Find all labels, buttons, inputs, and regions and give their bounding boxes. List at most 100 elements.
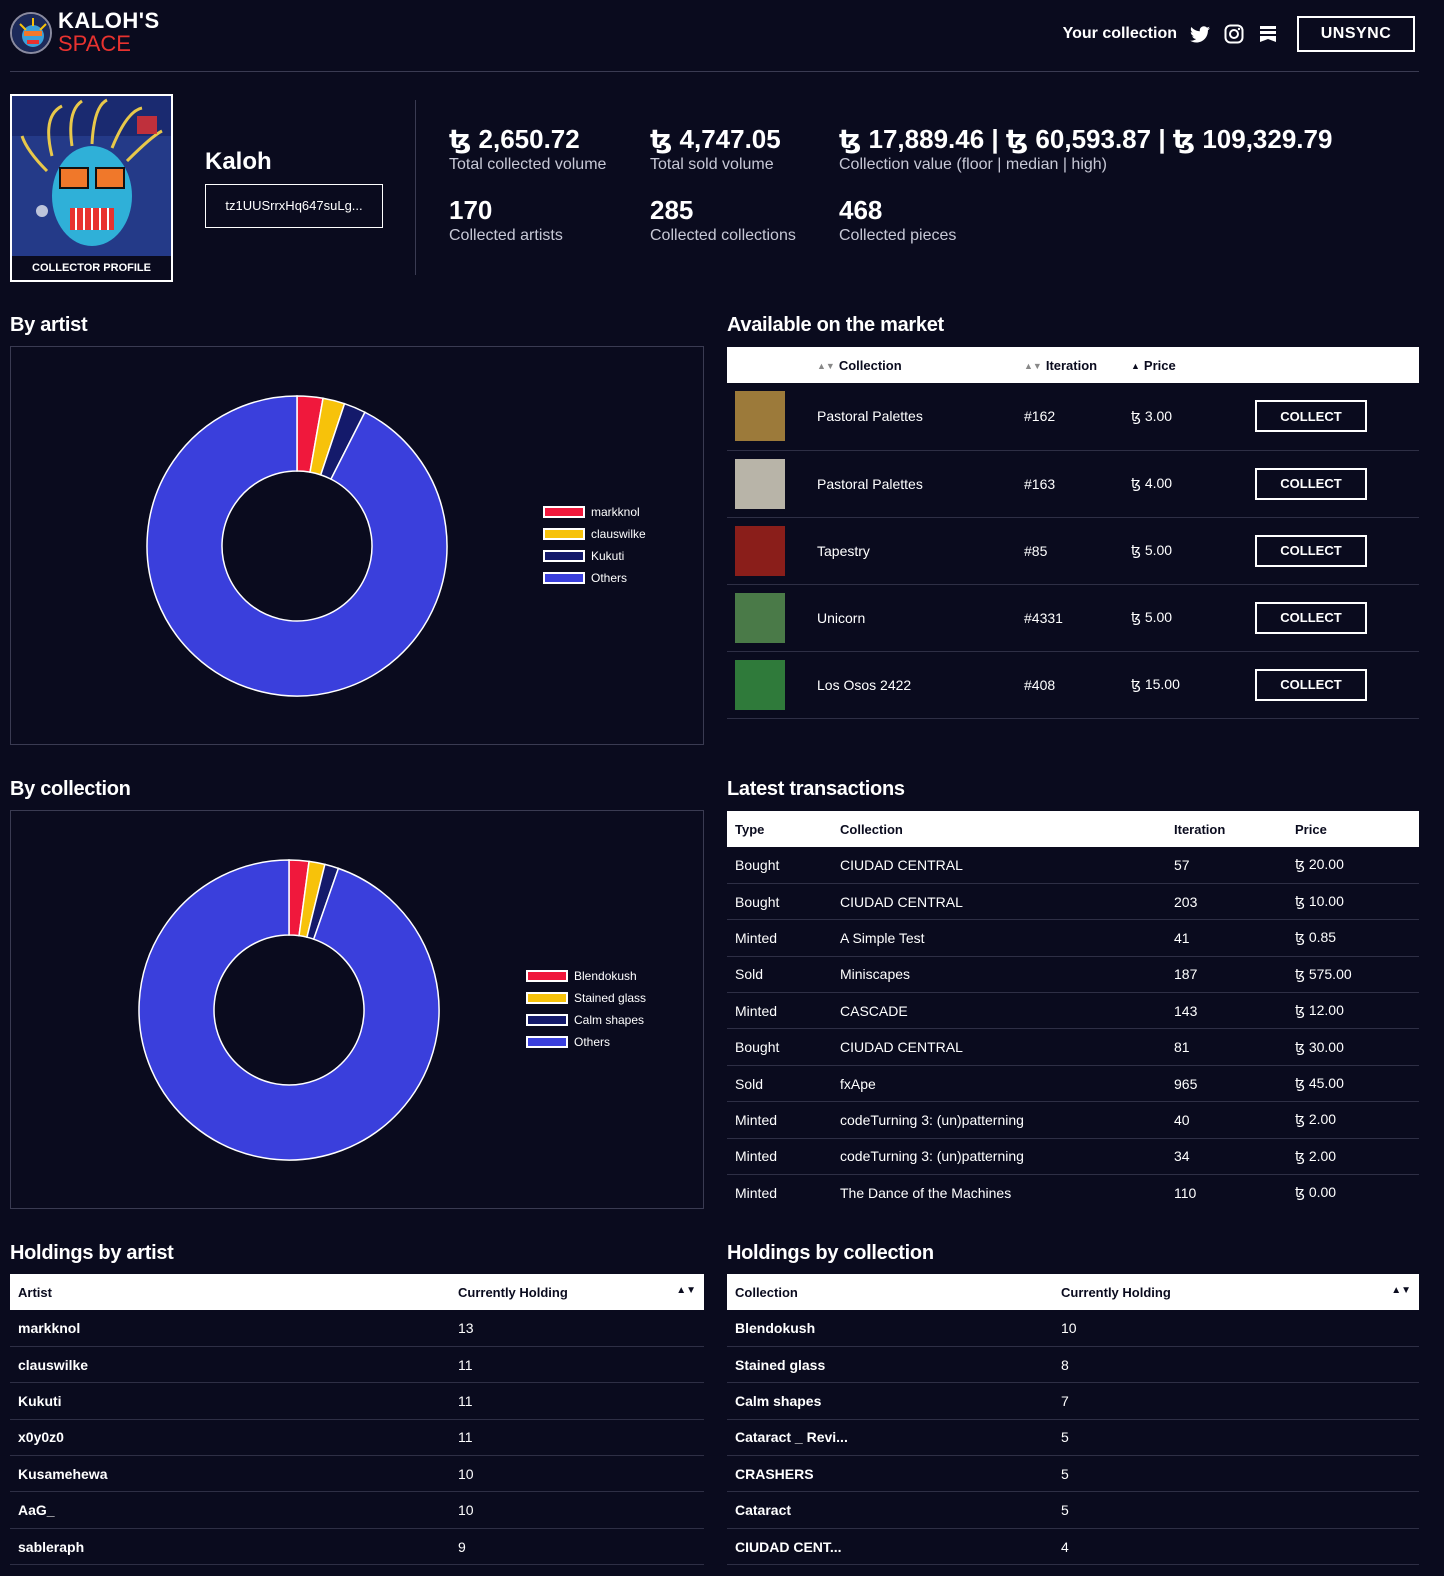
collection-header[interactable]: ▲▼ Collection (809, 347, 1016, 383)
legend-swatch (543, 572, 585, 584)
holdings-artist-header-row: Artist Currently Holding ▲▼ (10, 1274, 704, 1310)
transaction-row[interactable]: Sold fxApe 965 ꜩ 45.00 (727, 1065, 1419, 1103)
legend-item[interactable]: Others (526, 1031, 646, 1053)
transaction-row[interactable]: Minted The Dance of the Machines 110 ꜩ 0.00 (727, 1174, 1419, 1209)
collection-cell: codeTurning 3: (un)patterning (832, 1101, 1166, 1139)
holding-row[interactable]: CIUDAD CENT... 4 (727, 1528, 1419, 1566)
legend-item[interactable]: Blendokush (526, 965, 646, 987)
holding-row[interactable]: x0y0z0 11 (10, 1419, 704, 1457)
site-logo[interactable] (10, 12, 52, 54)
transaction-row[interactable]: Minted codeTurning 3: (un)patterning 40 ꜩ 2… (727, 1101, 1419, 1139)
unsync-button[interactable]: UNSYNC (1297, 16, 1415, 52)
transaction-row[interactable]: Bought CIUDAD CENTRAL 203 ꜩ 10.00 (727, 883, 1419, 921)
donut-slice-others[interactable] (146, 395, 448, 697)
price-header[interactable]: ▲ Price (1123, 347, 1247, 383)
holding-row[interactable]: Blendokush 10 (727, 1310, 1419, 1347)
artwork-thumbnail[interactable] (735, 391, 785, 442)
collection-cell: Los Osos 2422 (809, 651, 1016, 719)
sort-icon: ▲ (1131, 361, 1140, 372)
holding-row[interactable]: Kusamehewa 10 (10, 1455, 704, 1493)
stat-collected-artists: 170 Collected artists (449, 195, 563, 245)
holding-count-cell: 11 (450, 1382, 704, 1420)
transaction-row[interactable]: Sold Miniscapes 187 ꜩ 575.00 (727, 956, 1419, 994)
action-cell: COLLECT (1247, 584, 1419, 652)
collect-button[interactable]: COLLECT (1255, 467, 1367, 500)
latest-transactions-title: Latest transactions (727, 778, 905, 800)
iteration-cell: 40 (1166, 1101, 1287, 1139)
price-cell: ꜩ 45.00 (1287, 1065, 1419, 1103)
transaction-row[interactable]: Bought CIUDAD CENTRAL 81 ꜩ 30.00 (727, 1028, 1419, 1066)
artwork-thumbnail[interactable] (735, 592, 785, 643)
stat-label: Collected collections (650, 227, 796, 244)
objkt-icon[interactable] (1257, 23, 1279, 45)
transaction-row[interactable]: Minted A Simple Test 41 ꜩ 0.85 (727, 919, 1419, 957)
sort-icon: ▲▼ (1391, 1284, 1411, 1296)
artwork-thumbnail[interactable] (735, 525, 785, 576)
legend-item[interactable]: clauswilke (543, 523, 646, 545)
by-artist-legend: markknol clauswilke Kukuti Others (543, 501, 646, 589)
collect-button[interactable]: COLLECT (1255, 668, 1367, 701)
holding-header[interactable]: Currently Holding ▲▼ (450, 1274, 704, 1310)
holding-row[interactable]: AaG_ 10 (10, 1491, 704, 1529)
market-row[interactable]: Los Osos 2422 #408 ꜩ 15.00 COLLECT (727, 651, 1419, 719)
price-cell: ꜩ 5.00 (1123, 584, 1247, 652)
by-collection-legend: Blendokush Stained glass Calm shapes Oth… (526, 965, 646, 1053)
twitter-icon[interactable] (1189, 23, 1211, 45)
holding-row[interactable]: markknol 13 (10, 1310, 704, 1347)
holding-row[interactable]: CRASHERS 5 (727, 1455, 1419, 1493)
collect-button[interactable]: COLLECT (1255, 601, 1367, 634)
legend-item[interactable]: Calm shapes (526, 1009, 646, 1031)
type-cell: Bought (727, 847, 832, 884)
holding-row[interactable]: Kukuti 11 (10, 1382, 704, 1420)
brand-name[interactable]: KALOH'S SPACE (58, 9, 160, 55)
transaction-row[interactable]: Minted CASCADE 143 ꜩ 12.00 (727, 992, 1419, 1030)
your-collection-link[interactable]: Your collection (1062, 25, 1177, 42)
type-header: Type (727, 811, 832, 847)
legend-item[interactable]: Kukuti (543, 545, 646, 567)
legend-item[interactable]: Stained glass (526, 987, 646, 1009)
holding-row[interactable]: Stained glass 8 (727, 1346, 1419, 1384)
holding-row[interactable]: sableraph 9 (10, 1528, 704, 1566)
artist-header: Artist (10, 1274, 450, 1310)
transactions-table: Type Collection Iteration Price Bought CI… (727, 811, 1419, 1209)
wallet-address[interactable]: tz1UUSrrxHq647suLg... (205, 184, 383, 228)
market-row[interactable]: Tapestry #85 ꜩ 5.00 COLLECT (727, 517, 1419, 585)
iteration-header[interactable]: ▲▼ Iteration (1016, 347, 1123, 383)
market-title: Available on the market (727, 314, 944, 336)
instagram-icon[interactable] (1223, 23, 1245, 45)
market-row[interactable]: Unicorn #4331 ꜩ 5.00 COLLECT (727, 584, 1419, 652)
collection-name-cell: CRASHERS (727, 1455, 1053, 1493)
collect-button[interactable]: COLLECT (1255, 534, 1367, 567)
holding-count-cell: 11 (450, 1346, 704, 1384)
price-header: Price (1287, 811, 1419, 847)
collect-button[interactable]: COLLECT (1255, 400, 1367, 433)
market-row[interactable]: Pastoral Palettes #163 ꜩ 4.00 COLLECT (727, 450, 1419, 518)
market-row[interactable]: Pastoral Palettes #162 ꜩ 3.00 COLLECT (727, 383, 1419, 451)
collection-cell: CIUDAD CENTRAL (832, 883, 1166, 921)
artist-cell: sableraph (10, 1528, 450, 1566)
artwork-thumbnail[interactable] (735, 458, 785, 509)
collection-name-cell: Stained glass (727, 1346, 1053, 1384)
type-cell: Bought (727, 1028, 832, 1066)
artwork-thumbnail[interactable] (735, 659, 785, 710)
holding-header[interactable]: Currently Holding ▲▼ (1053, 1274, 1419, 1310)
holding-row[interactable]: Calm shapes 7 (727, 1382, 1419, 1420)
artist-cell: markknol (10, 1310, 450, 1347)
holding-row[interactable]: Cataract _ Revi... 5 (727, 1419, 1419, 1457)
thumb-cell (727, 450, 809, 518)
legend-item[interactable]: markknol (543, 501, 646, 523)
legend-label: Blendokush (574, 969, 637, 983)
price-cell: ꜩ 12.00 (1287, 992, 1419, 1030)
transaction-row[interactable]: Bought CIUDAD CENTRAL 57 ꜩ 20.00 (727, 847, 1419, 884)
donut-slice-others[interactable] (138, 859, 440, 1161)
legend-item[interactable]: Others (543, 567, 646, 589)
holding-row[interactable]: Cataract 5 (727, 1491, 1419, 1529)
transaction-row[interactable]: Minted codeTurning 3: (un)patterning 34 ꜩ 2… (727, 1138, 1419, 1176)
type-cell: Sold (727, 1065, 832, 1103)
holding-row[interactable]: clauswilke 11 (10, 1346, 704, 1384)
collection-cell: CIUDAD CENTRAL (832, 847, 1166, 884)
stat-value: 285 (650, 195, 694, 225)
stat-label: Collected pieces (839, 227, 957, 244)
type-cell: Minted (727, 919, 832, 957)
price-cell: ꜩ 5.00 (1123, 517, 1247, 585)
